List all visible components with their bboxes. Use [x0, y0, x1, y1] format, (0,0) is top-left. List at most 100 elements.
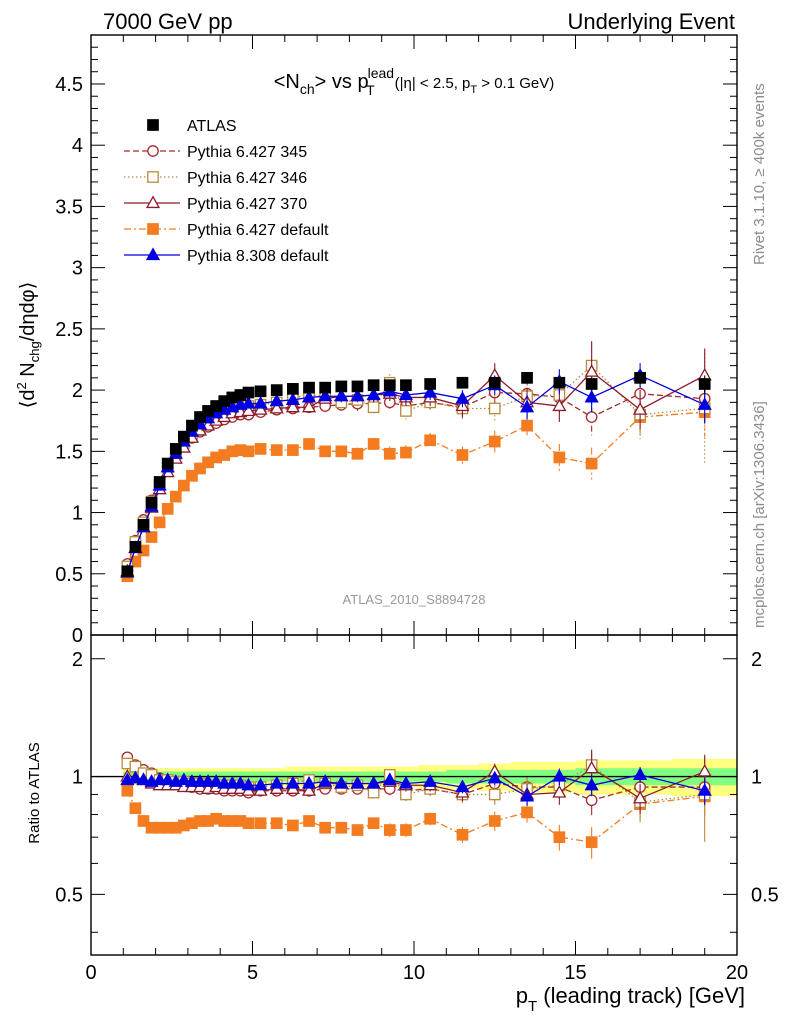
ratio-data-point — [382, 772, 397, 786]
data-point — [697, 397, 712, 410]
data-point — [270, 384, 283, 396]
main-y-tick-label: 0.5 — [55, 564, 83, 586]
ratio-data-point — [633, 790, 648, 804]
data-point — [366, 387, 381, 401]
data-point — [303, 381, 315, 394]
ratio-y-tick-label-right: 1 — [751, 767, 762, 789]
data-point — [423, 384, 438, 398]
data-point — [488, 376, 501, 389]
data-point — [400, 446, 412, 459]
main-y-tick-label: 3.5 — [55, 196, 83, 218]
data-point — [400, 379, 412, 392]
ratio-data-point — [319, 821, 332, 834]
data-point — [519, 399, 535, 413]
ratio-series-pythia-6-427-default — [121, 778, 711, 859]
data-point — [285, 399, 300, 413]
mcplots-reference-label: mcplots.cern.ch [arXiv:1306.3436] — [751, 401, 768, 628]
data-point — [521, 419, 533, 432]
ratio-y-tick-label: 2 — [72, 649, 83, 671]
data-point — [241, 396, 256, 409]
ratio-data-point — [584, 760, 599, 774]
ratio-data-point — [335, 821, 348, 834]
ratio-data-point — [241, 777, 256, 791]
rivet-version-label: Rivet 3.1.10, ≥ 400k events — [751, 83, 768, 265]
ratio-data-point — [233, 775, 248, 789]
data-point — [367, 401, 380, 414]
series-atlas — [121, 371, 711, 578]
data-point — [145, 496, 158, 509]
main-y-tick-label: 2.5 — [55, 319, 83, 341]
ratio-data-point — [351, 824, 364, 836]
data-point — [383, 447, 396, 460]
ratio-data-point — [367, 817, 380, 830]
data-point — [424, 434, 437, 447]
legend-marker — [145, 195, 161, 209]
ratio-data-point — [487, 770, 502, 784]
ratio-y-tick-label-right: 2 — [751, 649, 762, 671]
data-point — [169, 443, 182, 455]
ratio-data-point — [697, 763, 712, 777]
data-point — [269, 393, 284, 407]
data-point — [318, 388, 333, 402]
data-point — [400, 405, 412, 417]
series-line — [126, 364, 705, 567]
legend-item: ATLAS — [147, 118, 237, 135]
data-point — [398, 387, 414, 401]
data-point — [178, 430, 190, 443]
legend-label: Pythia 8.308 default — [187, 248, 329, 265]
ratio-data-point — [488, 788, 501, 801]
data-point — [488, 402, 501, 415]
data-point — [301, 399, 317, 413]
x-tick-label: 0 — [85, 962, 96, 984]
ratio-data-point — [350, 775, 365, 789]
ratio-data-point — [136, 772, 151, 786]
data-point — [186, 469, 198, 482]
ratio-y-tick-label: 0.5 — [55, 884, 83, 906]
ratio-data-point — [584, 777, 599, 791]
ratio-y-axis-label: Ratio to ATLAS — [26, 742, 43, 843]
data-point — [253, 396, 268, 409]
data-point — [319, 381, 332, 394]
data-point — [698, 378, 711, 390]
data-point — [552, 398, 567, 412]
data-point — [634, 372, 646, 384]
main-plot-title: <Nch> vs plead T (|η| < 2.5, pT > 0.1 GeV) — [274, 65, 555, 98]
data-point — [553, 451, 566, 464]
data-point — [367, 438, 380, 450]
ratio-data-point — [318, 774, 333, 787]
ratio-data-point — [553, 831, 566, 844]
data-point — [270, 444, 283, 456]
data-point — [137, 518, 150, 531]
ratio-data-point — [488, 815, 501, 827]
legend-item: Pythia 6.427 345 — [124, 144, 307, 161]
ratio-data-point — [400, 824, 412, 836]
data-point — [153, 476, 166, 488]
data-point — [285, 392, 300, 405]
data-point — [488, 435, 501, 448]
ratio-data-point — [521, 806, 533, 819]
data-point — [334, 388, 349, 402]
ratio-data-point — [423, 774, 438, 787]
ratio-data-point — [176, 772, 191, 786]
data-point — [303, 438, 315, 450]
data-point — [129, 540, 142, 553]
ratio-y-tick-label-right: 0.5 — [751, 884, 779, 906]
data-point — [553, 376, 566, 389]
ratio-data-point — [334, 775, 349, 789]
data-point — [194, 411, 206, 423]
legend-marker — [147, 171, 159, 183]
ratio-data-point — [552, 768, 567, 782]
legend: ATLAS Pythia 6.427 345 Pythia 6.427 346 Pyt… — [124, 118, 329, 265]
ratio-data-point — [301, 783, 317, 796]
data-point — [383, 379, 396, 392]
ratio-plot-panel: Ratio to ATLAS pT (leading track) [GeV] … — [26, 634, 779, 1015]
data-point — [584, 389, 599, 403]
main-y-tick-label: 1 — [72, 503, 83, 525]
header-energy-label: 7000 GeV pp — [103, 9, 233, 34]
legend-label: Pythia 6.427 default — [187, 222, 329, 239]
main-y-tick-label: 1.5 — [55, 441, 83, 463]
ratio-data-point — [367, 786, 380, 799]
data-point — [287, 444, 299, 456]
x-tick-label: 5 — [247, 962, 258, 984]
data-point — [351, 447, 364, 460]
